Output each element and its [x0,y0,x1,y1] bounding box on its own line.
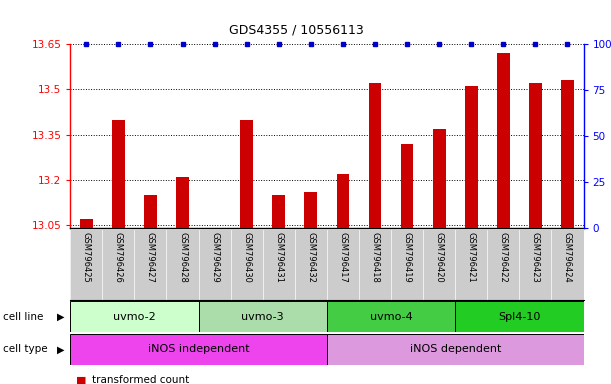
Text: GSM796429: GSM796429 [210,232,219,283]
Text: GSM796421: GSM796421 [467,232,476,283]
Bar [455,301,584,332]
Text: GSM796417: GSM796417 [338,232,348,283]
Bar [433,129,445,228]
Bar [112,120,125,228]
Text: GSM796424: GSM796424 [563,232,572,283]
Bar [240,120,253,228]
Text: ▶: ▶ [57,344,64,354]
Text: GSM796430: GSM796430 [242,232,251,283]
Text: GSM796426: GSM796426 [114,232,123,283]
Bar [199,301,327,332]
Bar [497,53,510,228]
Text: GSM796427: GSM796427 [146,232,155,283]
Text: GSM796431: GSM796431 [274,232,284,283]
Bar [465,86,478,228]
Text: GSM796422: GSM796422 [499,232,508,283]
Bar [176,177,189,228]
Bar [337,174,349,228]
Text: transformed count: transformed count [92,375,189,384]
Text: Spl4-10: Spl4-10 [498,312,541,322]
Bar [80,219,93,228]
Bar [368,83,381,228]
Text: GSM796419: GSM796419 [403,232,412,283]
Text: GDS4355 / 10556113: GDS4355 / 10556113 [229,23,364,36]
Bar [561,80,574,228]
Text: GSM796428: GSM796428 [178,232,187,283]
Text: cell line: cell line [3,312,43,322]
Text: GSM796423: GSM796423 [531,232,540,283]
Bar [304,192,317,228]
Text: cell type: cell type [3,344,48,354]
Text: GSM796432: GSM796432 [306,232,315,283]
Bar [70,334,327,365]
Text: GSM796425: GSM796425 [82,232,91,283]
Bar [401,144,414,228]
Bar [144,195,157,228]
Bar [273,195,285,228]
Text: ■: ■ [76,375,87,384]
Bar [327,334,584,365]
Text: uvmo-4: uvmo-4 [370,312,412,322]
Text: iNOS independent: iNOS independent [148,344,249,354]
Text: GSM796418: GSM796418 [370,232,379,283]
Text: uvmo-3: uvmo-3 [241,312,284,322]
Text: ▶: ▶ [57,312,64,322]
Text: GSM796420: GSM796420 [434,232,444,283]
Bar [529,83,542,228]
Bar [70,301,199,332]
Bar [327,301,455,332]
Text: uvmo-2: uvmo-2 [113,312,156,322]
Text: iNOS dependent: iNOS dependent [409,344,501,354]
